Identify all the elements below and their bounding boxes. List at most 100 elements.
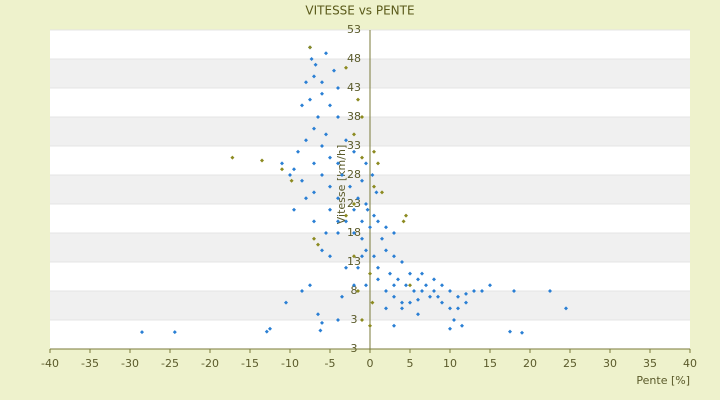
point [336, 115, 340, 119]
x-tick-label: -20 [201, 357, 219, 370]
point [372, 184, 376, 189]
point [372, 213, 376, 218]
point [312, 219, 316, 224]
point [356, 289, 360, 293]
point [344, 138, 348, 143]
point [340, 173, 344, 177]
point [384, 248, 388, 253]
point [344, 65, 348, 70]
point [376, 265, 380, 270]
x-axis-label: Pente [%] [636, 374, 690, 387]
point [396, 277, 400, 282]
chart-title: VITESSE vs PENTE [305, 4, 414, 18]
point [368, 225, 372, 230]
x-tick-label: 25 [563, 357, 577, 370]
point [313, 62, 318, 67]
point [370, 300, 375, 305]
point [289, 178, 294, 183]
point [292, 207, 296, 212]
point [308, 45, 312, 50]
point [432, 289, 436, 293]
point [308, 97, 312, 102]
point [464, 291, 468, 296]
point [364, 283, 368, 288]
point [488, 283, 492, 288]
point [336, 196, 340, 201]
x-tick-label: -15 [241, 357, 259, 370]
point [452, 318, 456, 322]
point [316, 312, 320, 317]
point [400, 300, 404, 305]
point [230, 155, 235, 160]
x-tick-label: 5 [407, 357, 414, 370]
y-axis-label: Vitesse [km/h] [335, 145, 348, 225]
point [140, 330, 144, 335]
point [428, 294, 432, 299]
point [332, 68, 336, 73]
point [260, 158, 264, 163]
point [360, 178, 364, 183]
point [408, 271, 412, 276]
x-tick-label: -10 [281, 357, 299, 370]
y-tick-label: 53 [347, 23, 361, 36]
x-tick-label: 30 [603, 357, 617, 370]
point [416, 312, 420, 317]
point [548, 289, 552, 293]
y-tick-label: 13 [347, 255, 361, 268]
point [368, 323, 372, 328]
y-tick-label: 38 [347, 110, 361, 123]
point [352, 207, 356, 212]
point [432, 277, 436, 282]
point [280, 167, 284, 172]
point [352, 202, 356, 206]
point [372, 254, 376, 259]
point [464, 300, 468, 305]
point [324, 132, 328, 137]
point [264, 329, 269, 334]
point [284, 300, 288, 305]
point [320, 80, 324, 85]
point [460, 323, 464, 328]
point [508, 329, 512, 334]
point [318, 328, 323, 333]
point [360, 115, 364, 119]
point [420, 271, 424, 276]
point [456, 294, 460, 299]
point [456, 306, 460, 311]
point [320, 91, 324, 96]
point [336, 231, 340, 235]
point [288, 173, 292, 177]
point [364, 161, 368, 166]
point [300, 103, 304, 108]
point [300, 289, 304, 293]
point [312, 126, 316, 131]
x-tick-label: 15 [483, 357, 497, 370]
point [328, 184, 332, 189]
point [340, 294, 344, 299]
point [312, 161, 316, 166]
point [324, 231, 328, 235]
point [336, 161, 340, 166]
point [356, 97, 360, 102]
point [400, 260, 404, 264]
point [312, 236, 316, 241]
y-tick-label: 43 [347, 81, 361, 94]
point [360, 219, 364, 224]
point [328, 254, 332, 259]
point [392, 323, 396, 328]
point [392, 283, 396, 288]
x-tick-label: -30 [121, 357, 139, 370]
x-tick-label: -25 [161, 357, 179, 370]
point [352, 231, 356, 235]
point [364, 248, 368, 253]
x-tick-label: 40 [683, 357, 697, 370]
point [356, 265, 360, 270]
point [352, 283, 356, 288]
point [480, 289, 484, 293]
y-tick-label: 3 [351, 313, 358, 326]
point [336, 219, 340, 224]
x-tick-label: -35 [81, 357, 99, 370]
point [324, 51, 328, 56]
point [380, 190, 384, 195]
point [374, 190, 379, 195]
